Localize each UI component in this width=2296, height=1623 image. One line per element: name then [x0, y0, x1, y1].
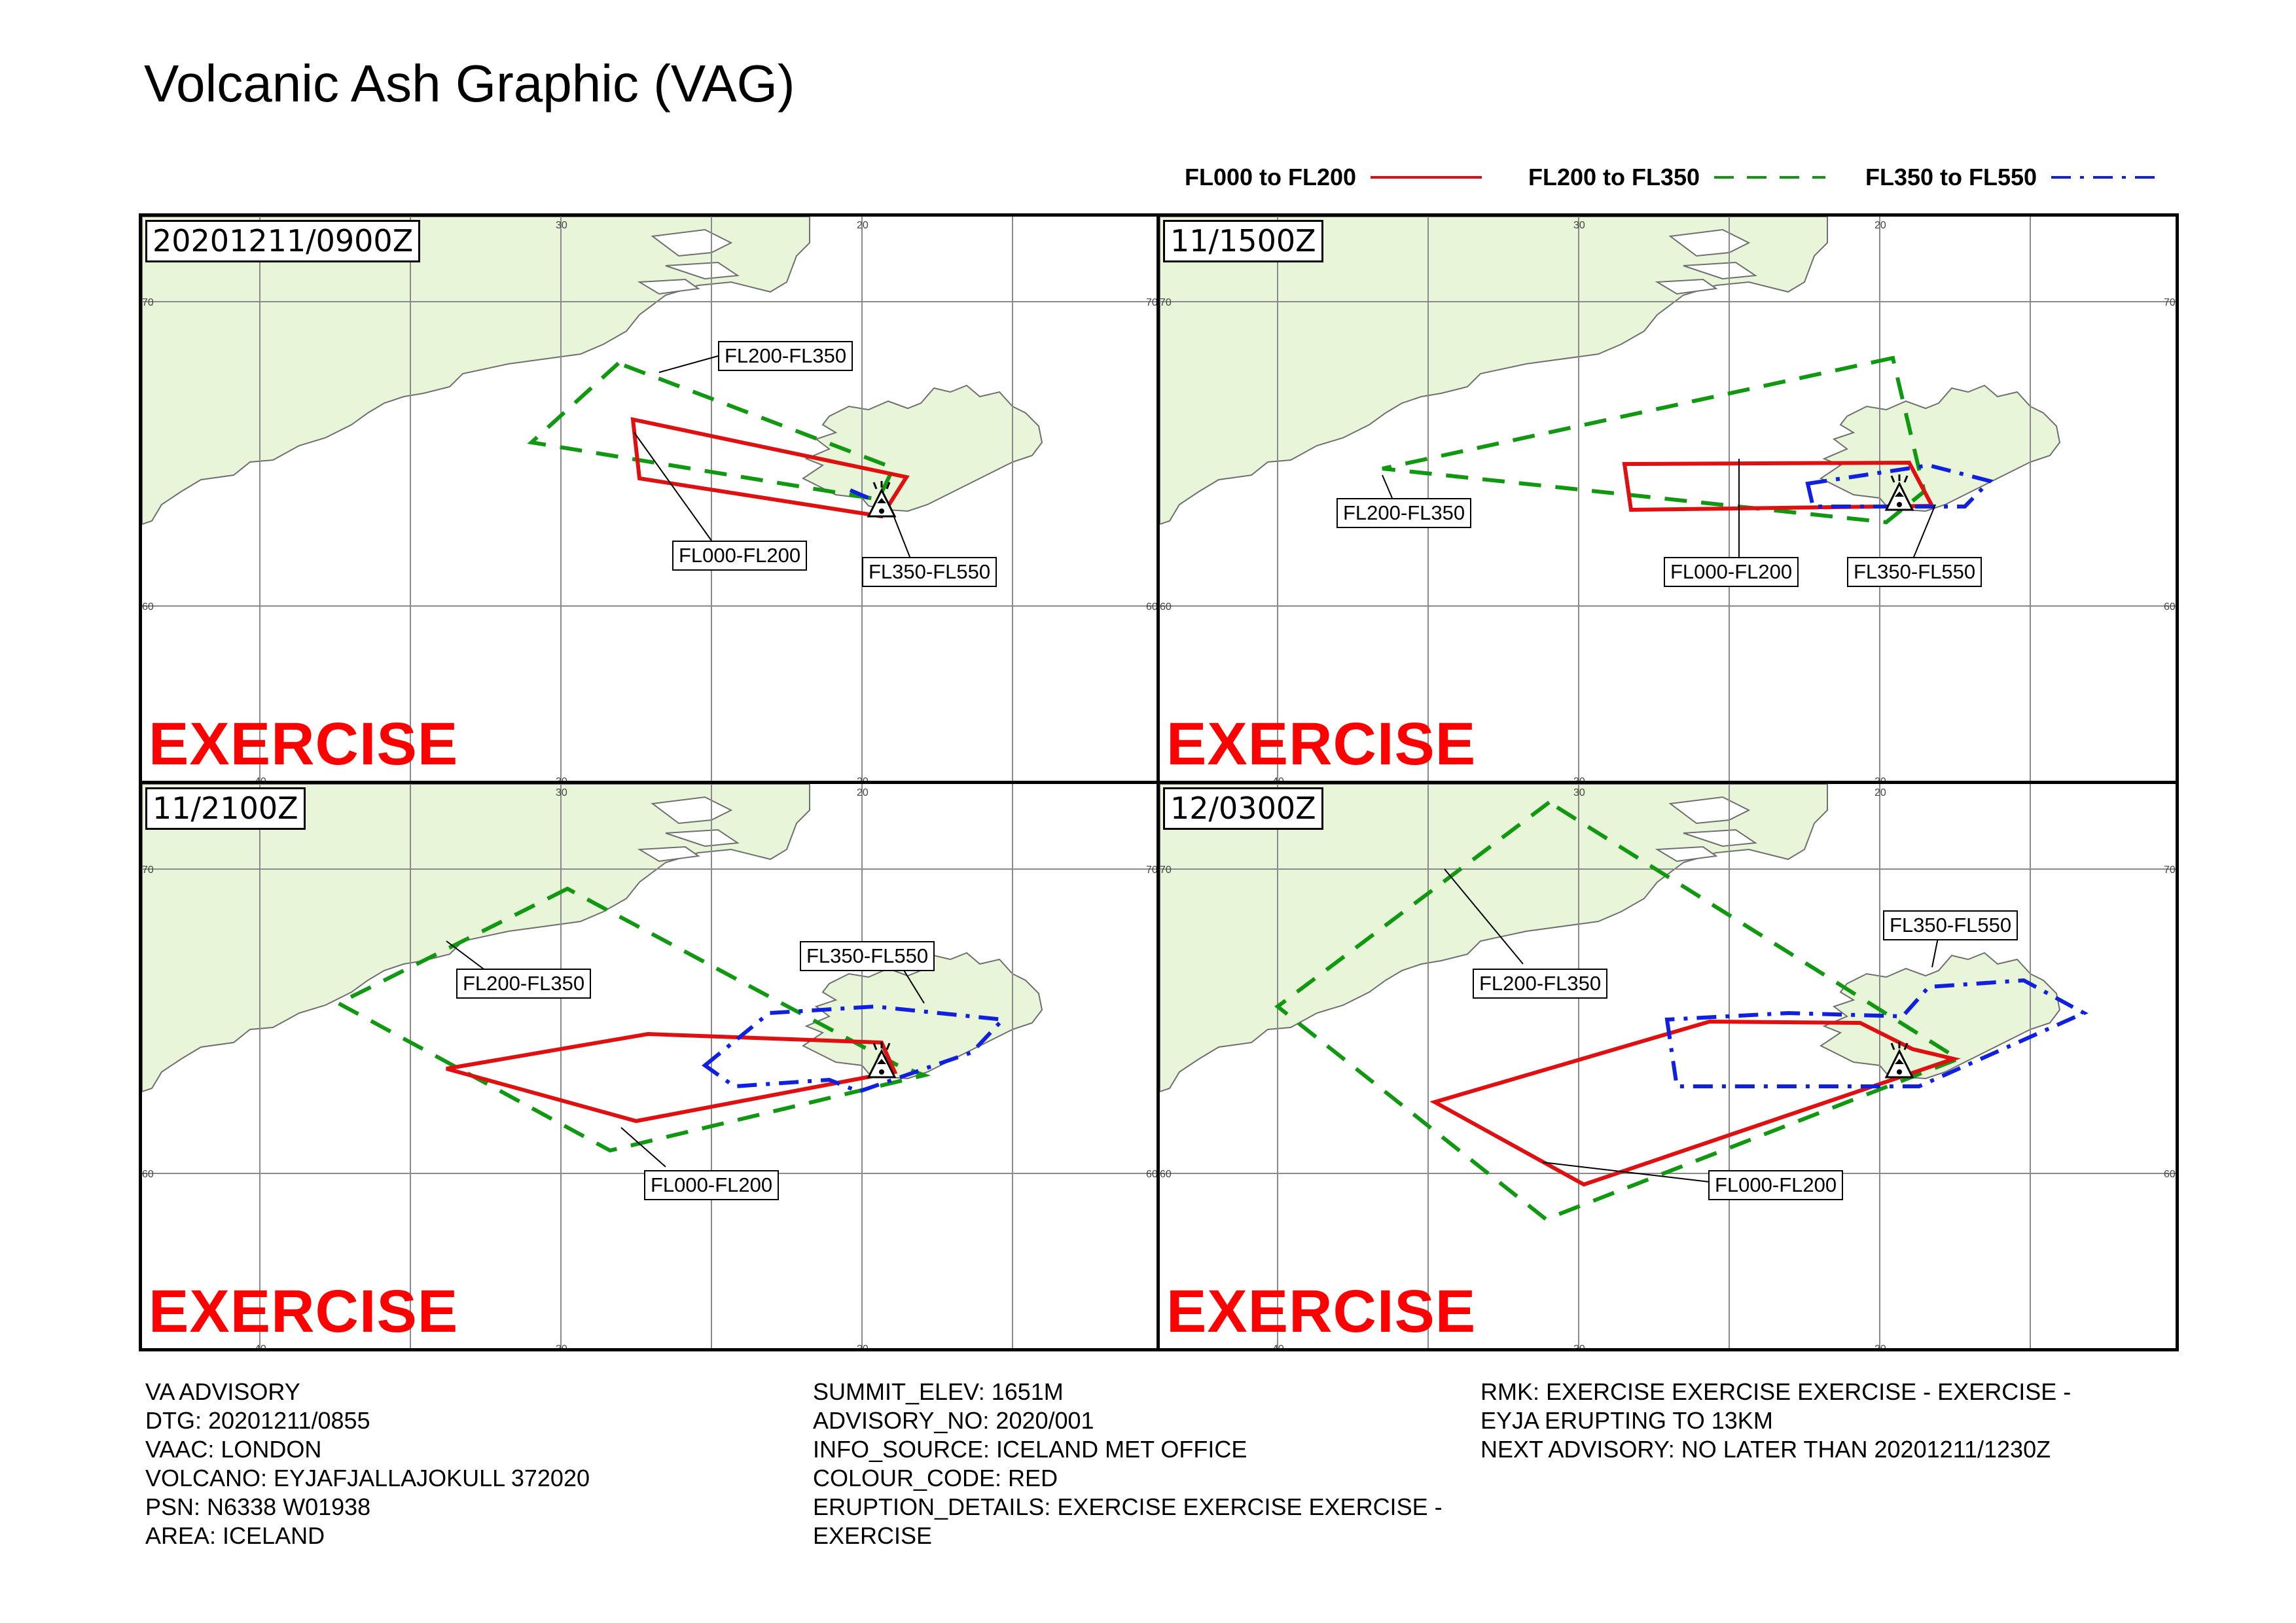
label-fl000-fl200: FL000-FL200 — [644, 1170, 780, 1201]
legend-label: FL350 to FL550 — [1865, 164, 2037, 190]
advisory-line: COLOUR_CODE: RED — [813, 1465, 1058, 1491]
exercise-stamp: EXERCISE — [1166, 711, 1477, 777]
ash-area-fl000-fl200 — [1429, 1019, 1961, 1187]
legend-line-dashdot — [2051, 176, 2163, 179]
exercise-stamp: EXERCISE — [149, 711, 459, 777]
leader-fl000 — [634, 432, 712, 541]
advisory-line: SUMMIT_ELEV: 1651M — [813, 1378, 1064, 1405]
label-fl200-fl350: FL200-FL350 — [456, 969, 592, 999]
panel-timestamp: 11/1500Z — [1163, 220, 1323, 262]
ash-area-fl350-fl550 — [1805, 463, 1994, 508]
advisory-line: INFO_SOURCE: ICELAND MET OFFICE — [813, 1436, 1247, 1463]
advisory-line: VOLCANO: EYJAFJALLAJOKULL 372020 — [145, 1465, 590, 1491]
exercise-stamp: EXERCISE — [1166, 1278, 1477, 1345]
advisory-line: VAAC: LONDON — [145, 1436, 322, 1463]
label-fl000-fl200: FL000-FL200 — [672, 541, 808, 571]
map-panel-4[interactable]: FL200-FL350 FL000-FL200 FL350-FL550 12/0… — [1157, 781, 2179, 1351]
map-panel-2[interactable]: FL200-FL350 FL000-FL200 FL350-FL550 11/1… — [1157, 213, 2179, 784]
map-canvas — [142, 784, 1157, 1348]
legend-label: FL200 to FL350 — [1528, 164, 1700, 190]
leader-fl200 — [1382, 474, 1393, 499]
advisory-line: PSN: N6338 W01938 — [145, 1493, 371, 1520]
label-fl350-fl550: FL350-FL550 — [800, 941, 935, 972]
leader-fl200 — [658, 355, 719, 373]
ash-area-fl350-fl550 — [1664, 978, 2089, 1088]
ash-area-fl350-fl550 — [702, 1004, 1007, 1094]
advisory-line: DTG: 20201211/0855 — [145, 1407, 370, 1434]
label-fl350-fl550: FL350-FL550 — [1883, 910, 2018, 941]
legend-line-solid — [1371, 176, 1482, 179]
label-fl200-fl350: FL200-FL350 — [1473, 969, 1608, 999]
legend-label: FL000 to FL200 — [1185, 164, 1357, 190]
panel-timestamp: 12/0300Z — [1163, 787, 1323, 830]
advisory-line: EXERCISE — [813, 1522, 933, 1549]
panel-timestamp: 20201211/0900Z — [145, 220, 421, 262]
exercise-stamp: EXERCISE — [149, 1278, 459, 1345]
advisory-column-1: VA ADVISORY DTG: 20201211/0855 VAAC: LON… — [145, 1378, 590, 1550]
label-fl350-fl550: FL350-FL550 — [862, 557, 997, 588]
label-fl000-fl200: FL000-FL200 — [1664, 557, 1799, 588]
map-canvas — [1160, 217, 2176, 781]
label-fl350-fl550: FL350-FL550 — [1847, 557, 1982, 588]
advisory-line: NEXT ADVISORY: NO LATER THAN 20201211/12… — [1480, 1436, 2051, 1463]
map-canvas — [142, 217, 1157, 781]
page-title: Volcanic Ash Graphic (VAG) — [144, 54, 795, 113]
map-canvas — [1160, 784, 2176, 1348]
map-panel-1[interactable]: FL200-FL350 FL000-FL200 FL350-FL550 2020… — [139, 213, 1160, 784]
legend-item-fl350-fl550: FL350 to FL550 — [1865, 164, 2163, 191]
leader-fl350 — [1912, 504, 1936, 561]
advisory-column-3: RMK: EXERCISE EXERCISE EXERCISE - EXERCI… — [1480, 1378, 2071, 1464]
legend-item-fl200-fl350: FL200 to FL350 — [1528, 164, 1826, 191]
label-fl200-fl350: FL200-FL350 — [1336, 498, 1472, 529]
legend-item-fl000-fl200: FL000 to FL200 — [1185, 164, 1482, 191]
advisory-line: AREA: ICELAND — [145, 1522, 325, 1549]
leader-fl000 — [1542, 1162, 1710, 1183]
advisory-line: VA ADVISORY — [145, 1378, 300, 1405]
ash-area-fl200-fl350 — [1382, 355, 1927, 525]
map-panel-3[interactable]: FL200-FL350 FL000-FL200 FL350-FL550 11/2… — [139, 781, 1160, 1351]
ash-area-fl200-fl350 — [1274, 800, 1963, 1222]
leader-fl200 — [1444, 868, 1524, 965]
panel-timestamp: 11/2100Z — [145, 787, 306, 830]
leader-fl000 — [620, 1127, 666, 1168]
advisory-column-2: SUMMIT_ELEV: 1651M ADVISORY_NO: 2020/001… — [813, 1378, 1443, 1550]
advisory-line: ERUPTION_DETAILS: EXERCISE EXERCISE EXER… — [813, 1493, 1443, 1520]
ash-area-fl200-fl350 — [527, 361, 897, 502]
advisory-line: RMK: EXERCISE EXERCISE EXERCISE - EXERCI… — [1480, 1378, 2072, 1405]
label-fl000-fl200: FL000-FL200 — [1708, 1170, 1844, 1201]
ash-area-fl000-fl200 — [446, 1031, 898, 1124]
advisory-line: EYJA ERUPTING TO 13KM — [1480, 1407, 1773, 1434]
legend-line-dashed — [1714, 176, 1826, 179]
label-fl200-fl350: FL200-FL350 — [718, 341, 853, 372]
advisory-line: ADVISORY_NO: 2020/001 — [813, 1407, 1094, 1434]
